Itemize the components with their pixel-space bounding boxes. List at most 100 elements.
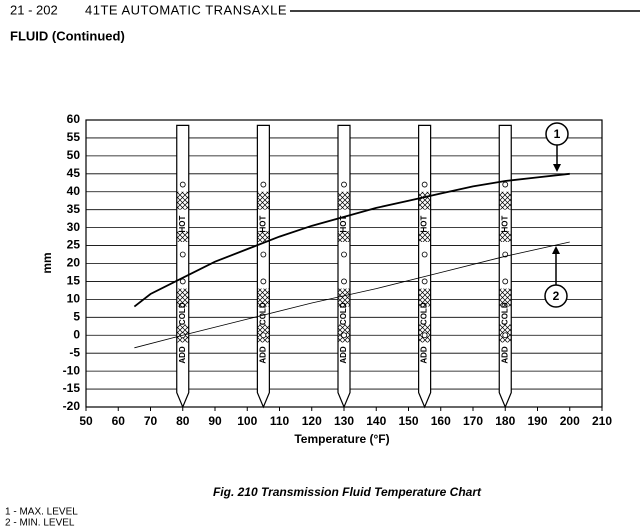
dipstick-label: ADD [420,346,429,364]
dipstick-body [256,124,270,409]
y-tick-label: 20 [67,256,81,270]
x-tick-label: 110 [270,414,290,428]
dipstick-label: COLD [178,302,187,325]
dipstick-label: ADD [339,346,348,364]
dipstick-label: COLD [339,302,348,325]
callout-number: 1 [554,127,561,141]
x-tick-label: 140 [366,414,386,428]
dipstick-label: COLD [500,302,509,325]
x-tick-label: 210 [592,414,612,428]
x-tick-label: 60 [112,414,126,428]
dipstick-body [337,124,351,409]
dipstick: HOT COLD ADD [418,124,432,409]
dipstick-dot [341,278,347,285]
dipstick-dot [502,278,509,285]
arrow-head [553,164,561,172]
y-tick-label: -20 [63,399,81,413]
dipstick-dot [502,332,509,339]
legend-entry: 2 - MIN. LEVEL [5,518,75,529]
x-tick-label: 50 [79,414,93,428]
dipstick-dot [341,181,347,188]
caption: Fig. 210 Transmission Fluid Temperature … [213,485,482,499]
dipstick-hatch [338,231,350,242]
y-tick-label: -5 [69,345,80,359]
dipstick: HOT COLD ADD [337,124,351,409]
dipstick-hatch [418,288,431,307]
callout-number: 2 [553,289,560,303]
dipstick-dot [341,251,347,258]
x-tick-label: 170 [463,414,483,428]
dipstick-dot [502,181,509,188]
y-tick-label: 45 [67,166,81,180]
x-tick-label: 70 [144,414,158,428]
dipstick-label: COLD [420,302,429,325]
dipstick-dot [260,332,267,339]
x-tick-label: 80 [176,414,190,428]
dipstick-hatch [418,231,431,242]
dipstick-body [498,124,512,409]
y-tick-label: 35 [67,202,81,216]
dipstick-dot [341,332,347,339]
callout-circle [544,284,568,308]
dipstick-dot [421,181,428,188]
dipstick-hatch [257,191,270,210]
dipstick-label: HOT [500,215,509,232]
dipstick-label: ADD [178,346,187,364]
dipstick-dot [421,332,428,339]
dipstick-hatch [338,191,350,210]
x-axis-label: Temperature (°F) [294,432,389,446]
dipstick-dot [421,251,428,258]
dipstick-hatch [257,288,270,307]
dipstick-label: HOT [258,215,267,232]
dipstick-hatch [176,288,189,307]
x-tick-label: 200 [560,414,580,428]
dipstick-hatch [499,288,512,307]
x-tick-label: 190 [527,414,547,428]
y-tick-label: 15 [67,274,81,288]
dipstick-dot [179,278,186,285]
dipstick-label: ADD [258,346,267,364]
dipstick-label: ADD [500,346,509,364]
dipstick-hatch [499,231,512,242]
y-tick-label: 5 [73,309,80,323]
section-title: 41TE AUTOMATIC TRANSAXLE [85,2,287,17]
y-tick-label: 50 [67,148,81,162]
y-tick-label: 25 [67,238,81,252]
x-tick-label: 100 [237,414,257,428]
y-tick-label: 55 [67,130,81,144]
x-tick-label: 150 [398,414,418,428]
dipstick-hatch [418,191,431,210]
dipstick-hatch [499,191,512,210]
dipstick-dot [260,278,267,285]
dipstick-body [176,124,190,409]
dipstick: HOT COLD ADD [176,124,190,409]
x-tick-label: 120 [302,414,322,428]
dipstick-dot [179,181,186,188]
x-tick-label: 160 [431,414,451,428]
dipstick-dot [179,251,186,258]
dipstick-hatch [176,191,189,210]
series-line [133,172,570,308]
dipstick: HOT COLD ADD [256,124,270,409]
callout-circle [545,122,569,146]
legend-entry: 1 - MAX. LEVEL [5,507,78,518]
y-tick-label: 60 [67,112,81,126]
subtitle: FLUID (Continued) [10,28,125,43]
dipstick-label: HOT [339,215,348,232]
x-tick-label: 180 [495,414,515,428]
y-tick-label: 10 [67,292,81,306]
x-tick-label: 130 [334,414,354,428]
y-tick-label: -15 [63,381,81,395]
dipstick-hatch [257,231,270,242]
dipstick: HOT COLD ADD [498,124,512,409]
dipstick-hatch [176,231,189,242]
y-tick-label: 30 [67,220,81,234]
dipstick-hatch [338,288,350,307]
dipstick-label: HOT [420,215,429,232]
y-tick-label: 0 [73,327,80,341]
y-tick-label: 40 [67,184,81,198]
dipstick-dot [421,278,428,285]
dipstick-label: COLD [258,302,267,325]
dipstick-dot [260,251,267,258]
